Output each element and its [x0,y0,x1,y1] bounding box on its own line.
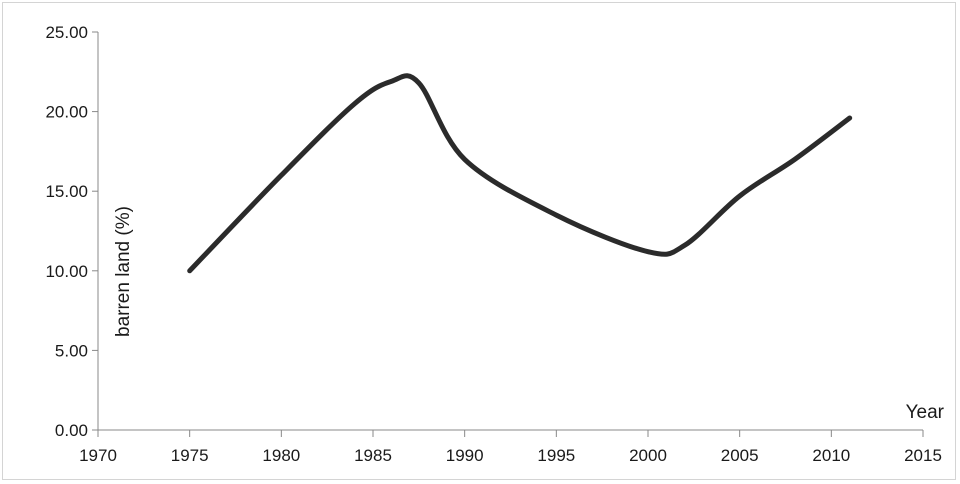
x-tick-label: 2005 [721,446,759,465]
y-tick-label: 20.00 [45,103,88,122]
x-tick-label: 1995 [537,446,575,465]
y-axis: 0.00 5.00 10.00 15.00 20.00 25.00 [45,23,99,440]
x-tick-label: 1985 [354,446,392,465]
y-tick-label: 25.00 [45,23,88,42]
y-tick-label: 10.00 [45,262,88,281]
x-tick-label: 1990 [446,446,484,465]
x-tick-label: 2000 [629,446,667,465]
x-axis: 1970 1975 1980 1985 1990 1995 2000 2005 2010 2015 [79,429,942,465]
series-line [187,73,853,274]
y-axis-title: barren land (%) [113,206,134,337]
x-tick-label: 1980 [262,446,300,465]
x-tick-label: 1975 [171,446,209,465]
y-tick-label: 5.00 [55,341,88,360]
y-tick-label: 15.00 [45,182,88,201]
x-tick-label: 1970 [79,446,117,465]
x-tick-label: 2015 [904,446,942,465]
series-group [187,73,853,274]
x-tick-label: 2010 [812,446,850,465]
x-axis-title: Year [906,402,945,423]
y-tick-label: 0.00 [55,421,88,440]
